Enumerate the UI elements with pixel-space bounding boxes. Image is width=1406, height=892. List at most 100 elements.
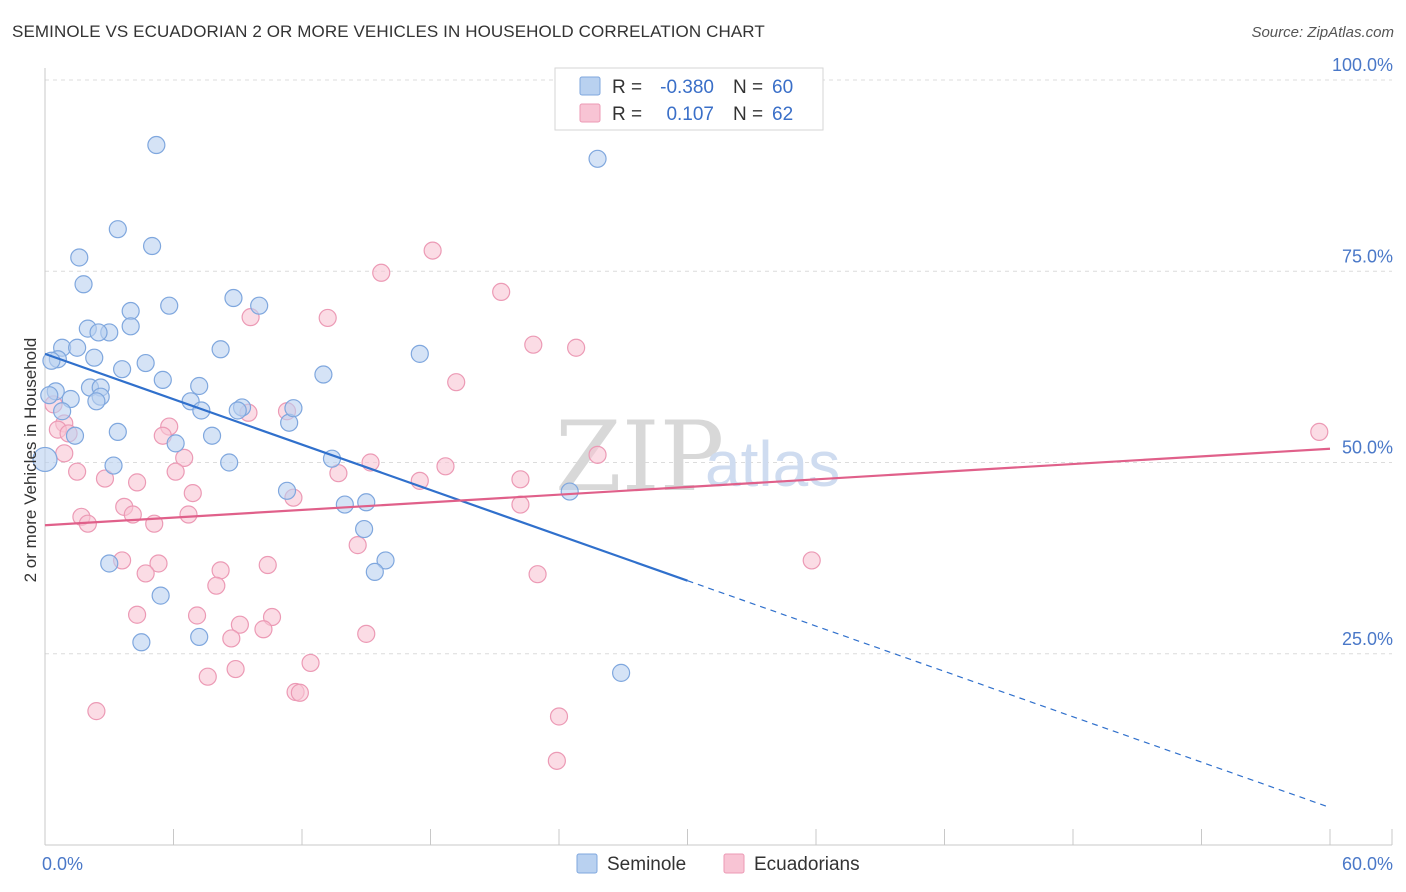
- legend-r-seminole: -0.380: [660, 77, 714, 98]
- bottom-legend-swatch-ecuadorians[interactable]: [723, 853, 745, 874]
- seminole-point: [250, 296, 269, 315]
- ecuadorian-point: [226, 659, 245, 679]
- seminole-trend-extension: [687, 580, 1331, 809]
- ecuadorian-point: [524, 335, 543, 354]
- legend-n-seminole: 60: [772, 77, 793, 98]
- seminole-points: [32, 135, 631, 682]
- seminole-point: [376, 551, 395, 570]
- ecuadorian-point: [528, 565, 547, 584]
- seminole-point: [65, 426, 85, 445]
- seminole-point: [68, 338, 87, 357]
- ecuadorian-point: [423, 241, 442, 260]
- seminole-point: [211, 340, 230, 359]
- ecuadorian-point: [149, 554, 168, 573]
- watermark-atlas: atlas: [705, 428, 840, 500]
- x-tick-label: 60.0%: [1342, 854, 1393, 874]
- seminole-point: [136, 353, 155, 373]
- seminole-point: [142, 236, 162, 256]
- ecuadorian-point: [318, 308, 337, 328]
- legend-swatch-ecuadorians: [579, 103, 601, 123]
- seminole-point: [40, 386, 59, 405]
- ecuadorian-point: [258, 555, 277, 575]
- seminole-point: [153, 370, 172, 389]
- watermark: ZIP atlas: [555, 401, 840, 513]
- seminole-point: [224, 288, 243, 308]
- legend-n-label: N =: [733, 77, 763, 98]
- y-tick-label: 50.0%: [1342, 438, 1393, 458]
- legend: R = -0.380 N = 60 R = 0.107 N = 62: [554, 67, 824, 131]
- seminole-point: [147, 135, 166, 155]
- chart-title: SEMINOLE VS ECUADORIAN 2 OR MORE VEHICLE…: [12, 22, 765, 41]
- seminole-point: [87, 392, 106, 411]
- seminole-point: [70, 248, 89, 267]
- seminole-point: [85, 348, 104, 367]
- bottom-legend-swatch-seminole[interactable]: [576, 853, 598, 874]
- seminole-point: [277, 481, 297, 500]
- ecuadorian-point: [372, 263, 391, 282]
- seminole-point: [190, 376, 209, 396]
- ecuadorian-trend-line: [44, 447, 1331, 527]
- legend-r-label: R =: [612, 77, 642, 98]
- ecuadorian-point: [127, 473, 147, 492]
- ecuadorian-point: [549, 707, 569, 726]
- y-tick-label: 75.0%: [1342, 246, 1393, 266]
- y-tick-label: 25.0%: [1342, 629, 1393, 649]
- seminole-point: [104, 456, 123, 475]
- ecuadorian-point: [127, 605, 147, 624]
- ecuadorian-point: [588, 445, 607, 464]
- seminole-point: [32, 446, 58, 473]
- seminole-point: [108, 422, 127, 441]
- seminole-point: [335, 495, 354, 514]
- seminole-point: [357, 493, 376, 512]
- tick-labels: 100.0% 75.0% 50.0% 25.0% 0.0% 60.0%: [42, 55, 1393, 874]
- ecuadorian-point: [511, 470, 530, 489]
- ecuadorian-point: [547, 751, 566, 770]
- bottom-legend-ecuadorians[interactable]: Ecuadorians: [754, 854, 860, 875]
- ecuadorian-points: [44, 241, 1329, 770]
- grid-layer: [45, 79, 1392, 655]
- ecuadorian-point: [207, 576, 226, 595]
- seminole-point: [560, 482, 579, 501]
- ecuadorian-point: [230, 615, 249, 634]
- ecuadorian-point: [290, 683, 309, 702]
- seminole-point: [612, 663, 631, 682]
- legend-swatch-seminole: [579, 76, 601, 96]
- legend-n-label: N =: [733, 104, 763, 125]
- ecuadorian-point: [492, 282, 511, 302]
- ecuadorian-point: [567, 338, 586, 357]
- ecuadorian-point: [95, 469, 115, 488]
- ecuadorian-point: [254, 620, 273, 639]
- ecuadorian-point: [198, 667, 217, 686]
- ecuadorian-point: [348, 536, 367, 555]
- seminole-point: [314, 365, 333, 384]
- ecuadorian-point: [179, 505, 198, 524]
- bottom-legend: Seminole Ecuadorians: [576, 853, 860, 875]
- legend-r-label: R =: [612, 104, 642, 125]
- ecuadorian-point: [511, 495, 530, 514]
- seminole-point: [355, 519, 374, 539]
- seminole-trend-line: [44, 352, 688, 582]
- y-tick-label: 100.0%: [1332, 55, 1393, 75]
- seminole-point: [132, 633, 151, 652]
- seminole-point: [192, 401, 211, 420]
- legend-r-ecuadorians: 0.107: [666, 104, 714, 125]
- ecuadorian-point: [166, 462, 185, 481]
- seminole-point: [220, 453, 239, 472]
- source-credit: Source: ZipAtlas.com: [1251, 24, 1394, 41]
- ecuadorian-point: [357, 624, 376, 643]
- bottom-legend-seminole[interactable]: Seminole: [607, 854, 686, 875]
- ecuadorian-point: [802, 551, 821, 570]
- seminole-point: [121, 301, 140, 321]
- seminole-point: [121, 317, 140, 336]
- seminole-point: [74, 275, 93, 294]
- watermark-zip: ZIP: [555, 401, 724, 513]
- seminole-point: [112, 360, 132, 379]
- seminole-point: [190, 627, 209, 647]
- seminole-point: [410, 344, 429, 363]
- y-axis-label: 2 or more Vehicles in Household: [21, 338, 40, 583]
- seminole-point: [166, 434, 185, 453]
- seminole-point: [228, 401, 247, 420]
- ecuadorian-point: [68, 462, 87, 481]
- seminole-point: [89, 323, 108, 342]
